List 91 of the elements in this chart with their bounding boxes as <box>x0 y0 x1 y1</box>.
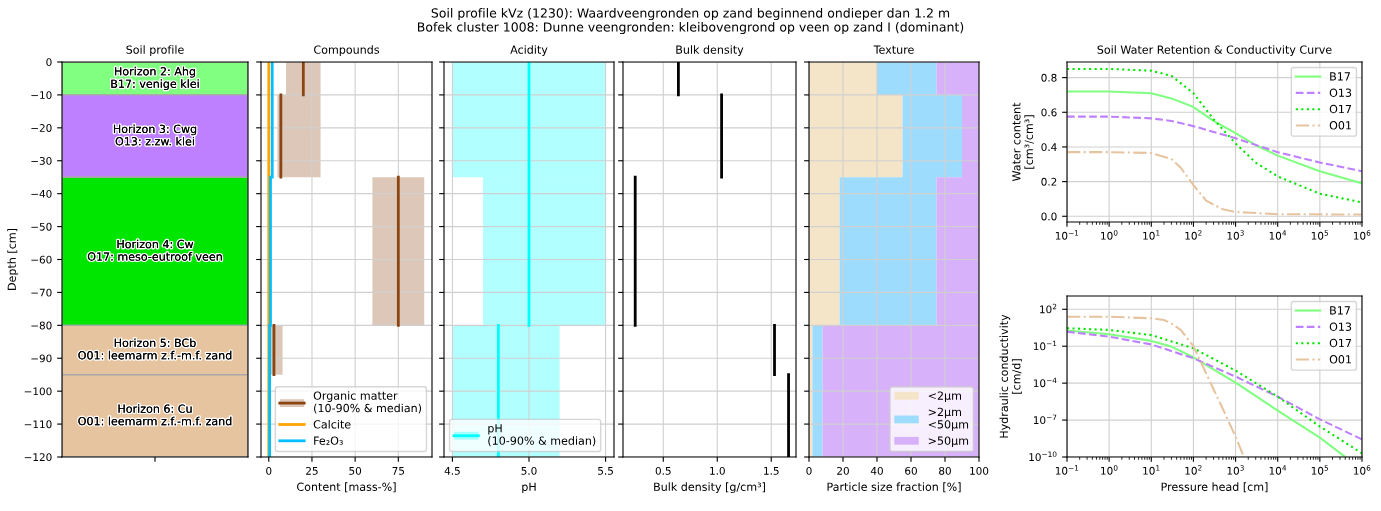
x-tick-label: 0 <box>266 466 272 475</box>
legend-label: B17 <box>1330 306 1350 315</box>
legend-label: O13 <box>1329 322 1352 331</box>
x-tick-label: 10$^{6}$ <box>1353 465 1371 475</box>
y-tick-label: 0.6 <box>1041 108 1057 117</box>
legend-label: O01 <box>1329 355 1351 364</box>
series-label: Horizon 2: Ahg B17: venige klei <box>111 66 199 91</box>
y-tick-label: −60 <box>31 255 52 264</box>
x-axis-title: Bulk density [g/cm³] <box>654 482 765 494</box>
legend-label: >50µm <box>928 436 969 447</box>
chart-title: Texture <box>873 45 914 54</box>
x-axis-title: Pressure head [cm] <box>1161 482 1268 493</box>
x-tick-label: 0 <box>806 466 812 475</box>
x-tick-label: 10$^{2}$ <box>1185 230 1202 240</box>
x-tick-label: 4.5 <box>444 467 460 475</box>
chart-title: Soil profile <box>126 45 184 56</box>
x-tick-label: 10$^{4}$ <box>1269 230 1287 240</box>
chart-title: Compounds <box>314 45 380 56</box>
legend-label: O17 <box>1329 338 1352 348</box>
x-tick-label: 10$^{4}$ <box>1269 465 1287 475</box>
legend-label: O17 <box>1329 104 1352 114</box>
legend-label: B17 <box>1330 72 1350 81</box>
x-tick-label: 10$^{−1}$ <box>1055 230 1079 240</box>
x-tick-label: 10$^{3}$ <box>1227 230 1244 240</box>
x-tick-label: 100 <box>970 466 989 475</box>
y-axis-title: Water content [cm³/cm³] <box>1012 102 1035 182</box>
x-tick-label: 50 <box>349 466 362 475</box>
x-tick-label: 0.5 <box>655 466 671 475</box>
y-tick-label: 0.8 <box>1041 73 1057 82</box>
legend-label: O13 <box>1329 88 1352 97</box>
series-label: Horizon 5: BCb O01: leemarm z.f.-m.f. zand <box>78 338 232 360</box>
y-tick-label: −110 <box>24 420 52 429</box>
y-tick-label: −50 <box>31 222 52 231</box>
x-tick-label: 10$^{3}$ <box>1227 465 1244 475</box>
series-label: Horizon 6: Cu O01: leemarm z.f.-m.f. zand <box>78 404 232 426</box>
y-axis-title: Hydraulic conductivity [cm/d] <box>999 314 1022 438</box>
series-label: Horizon 3: Cwg O13: z.zw. klei <box>113 124 197 146</box>
y-tick-label: −30 <box>31 156 52 165</box>
x-tick-label: 10$^{0}$ <box>1101 465 1118 475</box>
chart-title: Acidity <box>510 45 548 56</box>
x-tick-label: 10$^{6}$ <box>1353 230 1371 240</box>
x-tick-label: 10$^{5}$ <box>1311 465 1329 475</box>
x-axis-title: Content [mass-%] <box>297 482 396 493</box>
y-tick-label: 10$^{−1}$ <box>1033 340 1057 351</box>
series-label: Horizon 4: Cw O17: meso-eutroof veen <box>87 239 222 261</box>
legend-label: Organic matter (10-90% & median) <box>313 391 422 414</box>
x-tick-label: 60 <box>905 466 917 475</box>
legend-label: pH (10-90% & median) <box>488 424 596 447</box>
y-tick-label: 0 <box>46 58 52 67</box>
legend-label: <2µm <box>928 391 961 402</box>
x-tick-label: 40 <box>870 466 883 475</box>
x-tick-label: 10$^{1}$ <box>1143 465 1160 475</box>
y-tick-label: 0.0 <box>1041 212 1057 221</box>
legend-label: O01 <box>1329 121 1351 130</box>
chart-title: Bulk density <box>676 45 744 56</box>
x-tick-label: 5.5 <box>598 467 613 475</box>
x-tick-label: 10$^{2}$ <box>1185 465 1202 475</box>
legend-label: >2µm <50µm <box>928 407 969 431</box>
legend-label: Calcite <box>313 419 351 429</box>
y-tick-label: −40 <box>31 189 52 198</box>
y-tick-label: 0.4 <box>1041 143 1057 152</box>
y-tick-label: 0.2 <box>1041 177 1057 186</box>
y-tick-label: 10$^{−10}$ <box>1029 451 1057 462</box>
x-axis-title: pH <box>522 482 536 494</box>
x-tick-label: 5.0 <box>521 466 537 475</box>
y-tick-label: −80 <box>31 321 52 330</box>
text: Soil profile kVz (1230): Waardveengronden op zand beginnend ondieper dan 1.2 m <box>431 8 950 21</box>
chart-title: Soil Water Retention & Conductivity Curve <box>1097 45 1332 56</box>
legend-label: Fe₂O₃ <box>314 436 343 445</box>
x-tick-label: 1.5 <box>764 467 779 475</box>
x-tick-label: 25 <box>306 466 318 475</box>
x-tick-label: 10$^{0}$ <box>1101 230 1118 240</box>
y-tick-label: 10$^{−4}$ <box>1033 377 1057 388</box>
y-tick-label: 10$^{−7}$ <box>1033 414 1057 425</box>
x-axis-title: Particle size fraction [%] <box>827 482 961 493</box>
y-tick-label: −70 <box>31 288 52 297</box>
y-tick-label: −10 <box>31 91 52 100</box>
x-tick-label: 10$^{5}$ <box>1311 230 1329 240</box>
text: Bofek cluster 1008: Dunne veengronden: kleibovengrond op veen op zand I (dominant) <box>417 22 964 35</box>
x-tick-label: 10$^{1}$ <box>1143 230 1160 240</box>
y-tick-label: −20 <box>31 124 52 132</box>
x-tick-label: 10$^{−1}$ <box>1055 465 1079 475</box>
y-tick-label: −90 <box>31 354 52 363</box>
x-tick-label: 20 <box>837 466 849 475</box>
y-tick-label: −100 <box>24 387 52 396</box>
y-axis-title: Depth [cm] <box>7 228 19 290</box>
x-tick-label: 75 <box>392 467 405 475</box>
y-tick-label: 10$^{2}$ <box>1040 303 1057 314</box>
y-tick-label: −120 <box>24 453 52 462</box>
x-tick-label: 1.0 <box>710 466 725 475</box>
x-tick-label: 80 <box>939 466 951 475</box>
